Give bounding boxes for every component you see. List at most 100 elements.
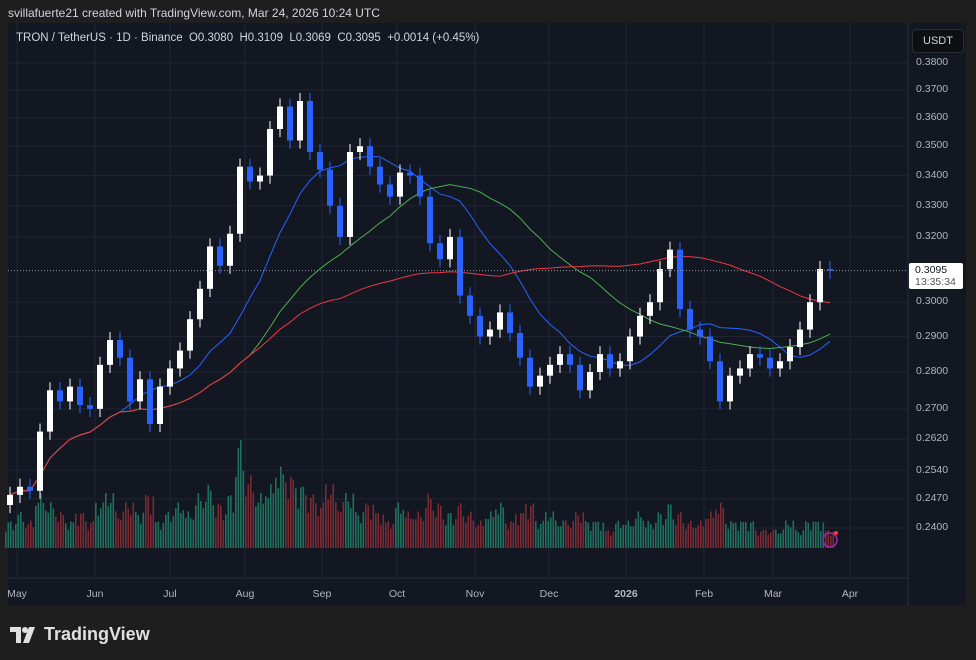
volume-bar <box>345 493 347 548</box>
volume-bar <box>480 520 482 548</box>
volume-bar <box>35 505 37 548</box>
volume-bar <box>60 511 62 548</box>
volume-bar <box>657 512 660 548</box>
candle-body <box>717 361 723 402</box>
volume-bar <box>455 518 457 548</box>
volume-bar <box>750 522 752 548</box>
candle-body <box>7 494 13 506</box>
volume-bar <box>732 522 735 548</box>
candle-body <box>467 295 473 316</box>
volume-bar <box>155 522 157 548</box>
volume-bar <box>517 525 520 548</box>
volume-bar <box>795 529 797 548</box>
candle-body <box>457 236 463 296</box>
volume-bar <box>462 516 465 548</box>
volume-bar <box>245 496 247 548</box>
volume-bar <box>805 521 807 548</box>
volume-bar <box>447 513 450 548</box>
volume-bar <box>465 522 467 548</box>
volume-bar <box>82 512 85 548</box>
volume-bar <box>470 511 472 548</box>
volume-bar <box>475 527 477 548</box>
volume-bar <box>55 516 57 548</box>
volume-bar <box>537 529 540 548</box>
chart-panel[interactable] <box>8 23 966 605</box>
volume-bar <box>530 505 532 548</box>
volume-bar <box>595 521 597 548</box>
volume-bar <box>665 519 667 548</box>
volume-bar <box>797 531 800 548</box>
price-tick: 0.2400 <box>916 521 949 534</box>
tradingview-logo[interactable]: TradingView <box>10 624 150 645</box>
volume-bar <box>352 493 355 548</box>
candle-body <box>257 175 263 182</box>
candle-body <box>347 152 353 237</box>
volume-bar <box>402 509 405 548</box>
candle-body <box>387 184 393 197</box>
volume-bar <box>710 511 712 548</box>
volume-bar <box>87 530 90 548</box>
volume-bar <box>535 521 537 548</box>
volume-bar <box>40 493 42 548</box>
volume-bar <box>527 519 530 548</box>
volume-bar <box>565 520 567 548</box>
candle-body <box>407 172 413 176</box>
symbol-name[interactable]: TRON / TetherUS · 1D · Binance <box>16 32 183 44</box>
volume-bar <box>422 521 425 548</box>
candle-body <box>367 146 373 167</box>
volume-bar <box>562 520 565 548</box>
volume-bar <box>265 496 267 548</box>
volume-bar <box>225 514 227 548</box>
volume-bar <box>92 520 95 548</box>
volume-bar <box>95 502 97 548</box>
volume-bar <box>467 515 470 548</box>
candle-body <box>607 354 613 369</box>
volume-bar <box>32 526 35 548</box>
volume-bar <box>512 522 515 548</box>
volume-bar <box>217 503 220 548</box>
volume-bar <box>542 520 545 548</box>
volume-bar <box>410 518 412 548</box>
currency-button[interactable]: USDT <box>912 29 964 53</box>
volume-bar <box>682 523 685 548</box>
candle-body <box>87 405 93 409</box>
time-tick: Oct <box>388 588 406 600</box>
volume-bar <box>707 518 710 548</box>
candle-body <box>447 236 453 260</box>
candle-body <box>787 347 793 362</box>
open-value: O0.3080 <box>188 32 234 44</box>
volume-bar <box>610 535 612 548</box>
volume-bar <box>767 534 770 548</box>
volume-bar <box>785 520 787 548</box>
volume-bar <box>102 502 105 548</box>
volume-bar <box>127 508 130 548</box>
volume-bar <box>312 494 315 548</box>
volume-bar <box>830 535 832 548</box>
volume-bar <box>192 519 195 548</box>
volume-bar <box>110 502 112 548</box>
volume-bar <box>335 502 337 548</box>
candle-body <box>147 379 153 424</box>
volume-bar <box>80 513 82 548</box>
volume-bar <box>687 523 690 548</box>
volume-bar <box>452 524 455 548</box>
lightning-icon <box>822 532 838 548</box>
volume-bar <box>605 531 607 548</box>
volume-bar <box>100 508 102 548</box>
volume-bar <box>185 517 187 548</box>
volume-bar <box>195 505 197 548</box>
volume-bar <box>702 526 705 548</box>
volume-bar <box>655 522 657 548</box>
volume-bar <box>247 484 250 548</box>
volume-bar <box>315 503 317 548</box>
volume-bar <box>297 508 300 548</box>
volume-bar <box>85 521 87 548</box>
moving-average-line <box>9 255 831 496</box>
volume-bar <box>630 526 632 548</box>
candle-body <box>827 269 833 271</box>
price-tick: 0.3600 <box>916 110 949 123</box>
candle-body <box>157 386 163 424</box>
volume-bar <box>585 521 587 548</box>
volume-bar <box>340 512 342 548</box>
